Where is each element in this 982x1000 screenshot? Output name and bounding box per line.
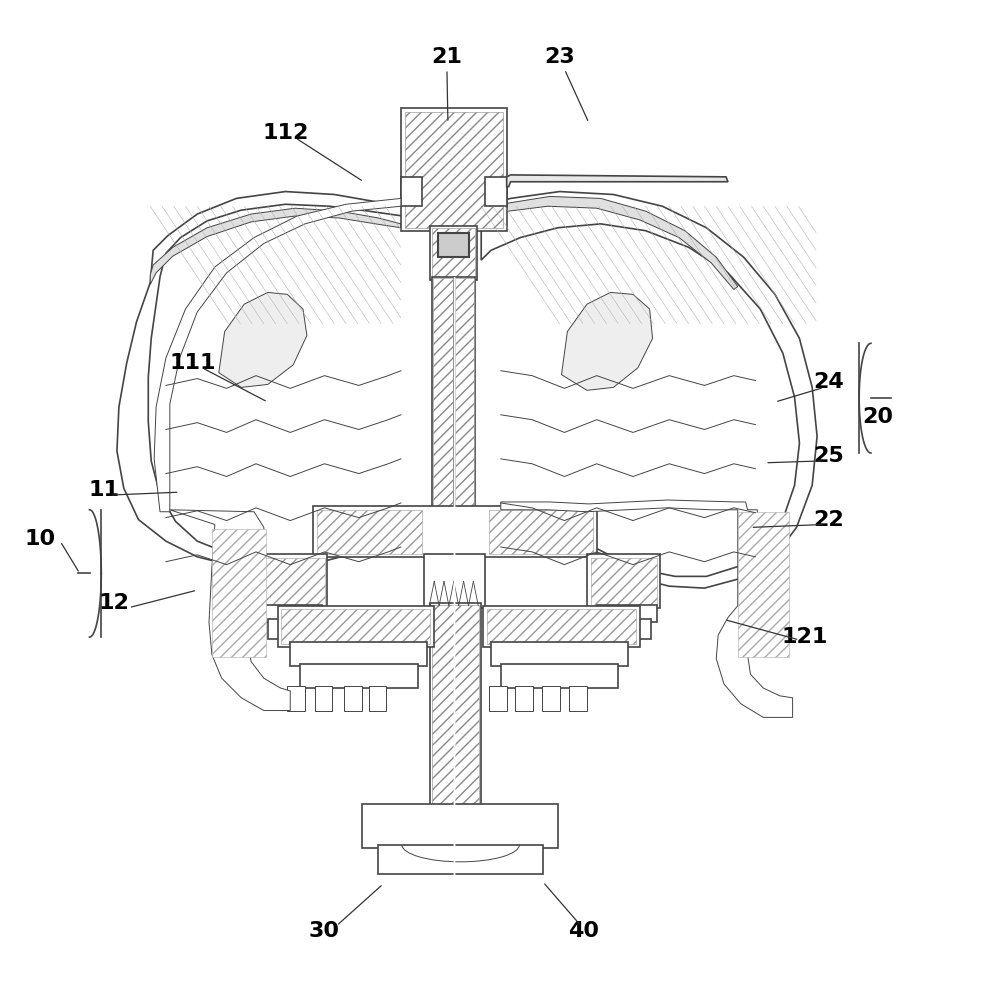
Text: 10: 10 bbox=[25, 529, 56, 549]
Text: 12: 12 bbox=[98, 593, 130, 613]
Bar bbox=[278, 606, 434, 647]
Bar bbox=[438, 233, 469, 257]
Polygon shape bbox=[154, 198, 401, 512]
Polygon shape bbox=[150, 208, 401, 285]
Bar bbox=[432, 277, 454, 510]
Polygon shape bbox=[117, 192, 403, 569]
Bar bbox=[489, 510, 593, 554]
Text: 40: 40 bbox=[569, 921, 600, 941]
Bar bbox=[405, 112, 503, 228]
Bar bbox=[591, 558, 658, 605]
Text: 21: 21 bbox=[431, 47, 463, 67]
Polygon shape bbox=[481, 192, 817, 588]
Bar bbox=[433, 278, 453, 508]
Bar bbox=[258, 558, 324, 605]
Bar bbox=[317, 510, 422, 554]
Bar bbox=[485, 177, 507, 206]
Text: 25: 25 bbox=[813, 446, 845, 466]
Bar bbox=[483, 606, 640, 647]
Bar bbox=[597, 605, 658, 622]
Bar bbox=[378, 845, 543, 874]
Text: 121: 121 bbox=[781, 627, 828, 647]
Text: 112: 112 bbox=[262, 123, 308, 143]
Text: 23: 23 bbox=[544, 47, 574, 67]
Bar bbox=[430, 226, 477, 280]
Polygon shape bbox=[481, 196, 737, 289]
Polygon shape bbox=[562, 292, 653, 390]
Bar bbox=[542, 686, 560, 711]
Bar bbox=[491, 642, 628, 666]
Bar bbox=[268, 619, 315, 639]
Bar bbox=[516, 686, 533, 711]
Text: 20: 20 bbox=[862, 407, 894, 427]
Text: 22: 22 bbox=[813, 510, 845, 530]
Bar bbox=[368, 686, 386, 711]
Polygon shape bbox=[501, 500, 792, 717]
Text: 111: 111 bbox=[169, 353, 216, 373]
Bar bbox=[401, 108, 507, 231]
Bar bbox=[313, 506, 597, 557]
Bar bbox=[430, 603, 481, 808]
Bar bbox=[315, 686, 332, 711]
Bar bbox=[424, 554, 485, 608]
Bar bbox=[344, 686, 361, 711]
Bar bbox=[501, 664, 619, 688]
Bar bbox=[570, 686, 587, 711]
Bar bbox=[212, 529, 266, 657]
Bar bbox=[487, 609, 636, 644]
Bar bbox=[291, 642, 427, 666]
Bar bbox=[604, 619, 651, 639]
Text: 30: 30 bbox=[309, 921, 340, 941]
Polygon shape bbox=[507, 175, 728, 187]
Bar bbox=[361, 804, 558, 848]
Bar bbox=[432, 605, 479, 806]
Bar bbox=[737, 512, 789, 657]
Text: 11: 11 bbox=[88, 480, 120, 500]
Bar bbox=[587, 554, 661, 608]
Bar bbox=[489, 686, 507, 711]
Bar bbox=[282, 609, 430, 644]
Polygon shape bbox=[219, 292, 307, 387]
Bar bbox=[254, 554, 327, 608]
Bar bbox=[261, 605, 321, 622]
Bar bbox=[300, 664, 417, 688]
Bar bbox=[432, 228, 475, 277]
Bar bbox=[288, 686, 305, 711]
Text: 24: 24 bbox=[813, 372, 845, 392]
Bar bbox=[454, 277, 475, 510]
Bar bbox=[455, 278, 474, 508]
Polygon shape bbox=[170, 510, 291, 711]
Bar bbox=[401, 177, 422, 206]
